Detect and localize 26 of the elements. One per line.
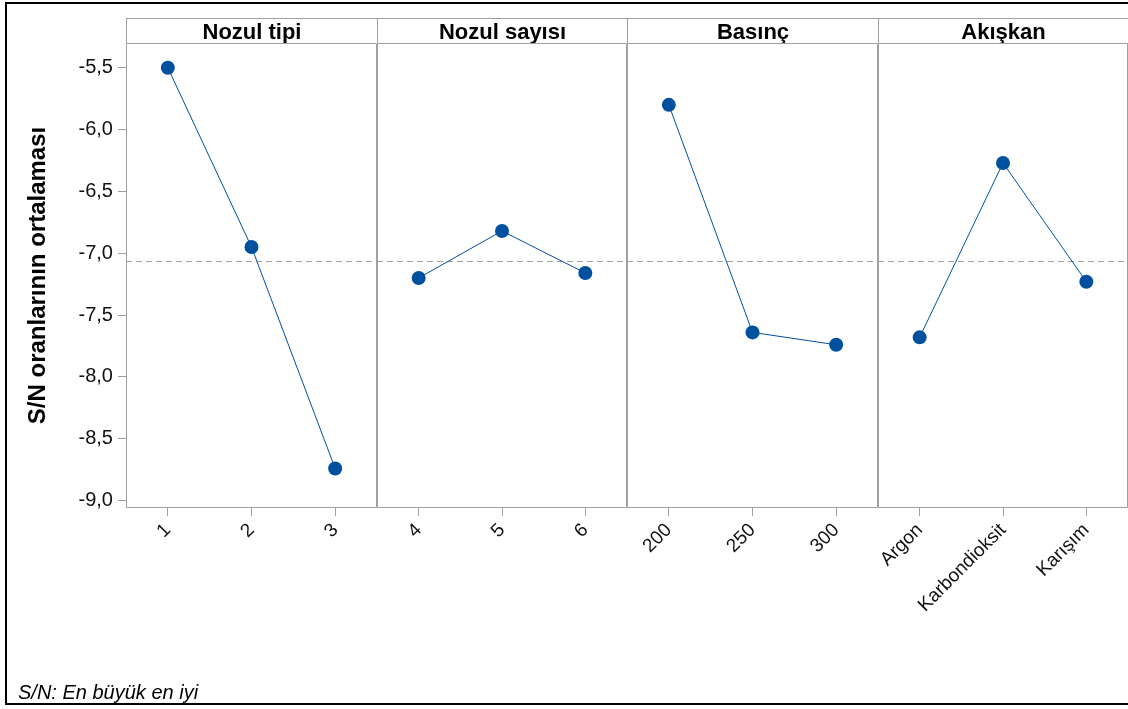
chart-title: Nozul sayısı <box>377 18 628 44</box>
x-tick-label: 200 <box>638 518 676 557</box>
x-tick-label: 300 <box>805 518 843 557</box>
x-tick-label: 250 <box>721 518 760 557</box>
y-tick-label: -7,5 <box>78 302 113 325</box>
y-tick-label: -9,0 <box>78 488 113 511</box>
y-tick-label: -6,5 <box>78 178 113 201</box>
y-tick-label: -7,0 <box>78 240 113 263</box>
x-tick-label: 2 <box>235 518 259 542</box>
y-axis-title: S/N oranlarının ortalaması <box>23 126 51 425</box>
point <box>244 240 259 255</box>
chart-title: Nozul tipi <box>126 18 378 44</box>
x-tick-label: 3 <box>319 518 342 542</box>
x-tick-label: 4 <box>402 518 426 542</box>
chart-title: Basınç <box>627 18 879 44</box>
x-tick-label: 1 <box>152 518 175 542</box>
x-tick-label: 6 <box>569 518 592 542</box>
y-tick-label: -5,5 <box>78 55 113 78</box>
y-tick-label: -8,0 <box>78 364 113 387</box>
x-tick-label: 5 <box>486 518 509 542</box>
y-tick-label: -8,5 <box>78 426 113 449</box>
text: S/N: En büyük en iyi <box>18 680 199 704</box>
y-tick-label: -6,0 <box>78 117 113 140</box>
chart-title: Akışkan <box>878 18 1128 44</box>
point <box>160 60 175 75</box>
point <box>328 461 343 476</box>
